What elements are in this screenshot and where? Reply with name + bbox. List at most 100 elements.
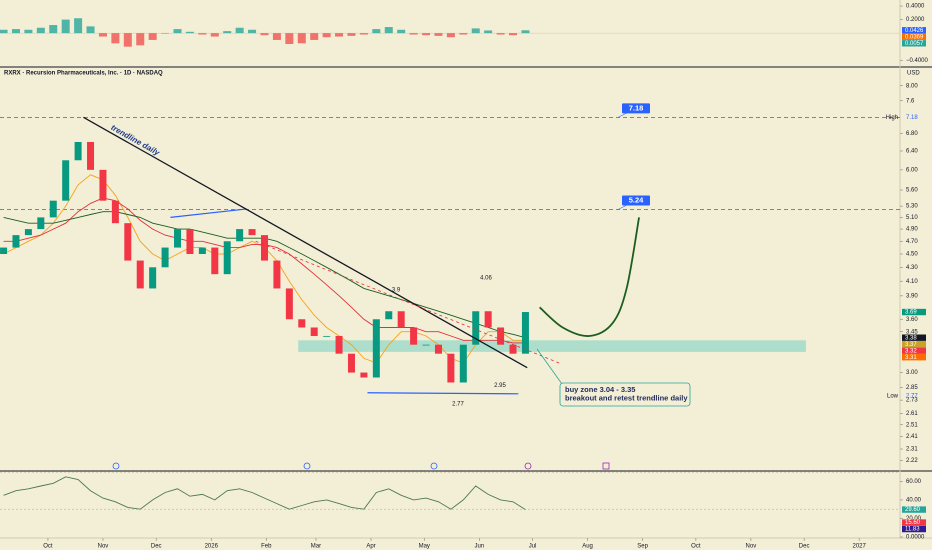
candle-body (497, 327, 505, 345)
price-tag (902, 506, 926, 513)
callout-box (559, 382, 691, 407)
x-tick-label: Nov (746, 544, 757, 550)
price-tag (902, 308, 926, 316)
x-tick-label: Jul (529, 544, 537, 550)
price-tag-label: 3.31 (905, 355, 917, 361)
histogram-bar (49, 25, 58, 34)
candle-body (521, 312, 529, 354)
event-marker[interactable] (112, 462, 120, 470)
currency: USD (907, 71, 920, 77)
y-tick-label: 2.41 (906, 434, 918, 440)
histogram-bar (446, 33, 455, 38)
symbol-title: RXRX · Recursion Pharmaceuticals, Inc. ·… (4, 71, 163, 77)
histogram-bar (0, 29, 8, 34)
histogram-bar (459, 33, 468, 35)
price-tag-label: 3.37 (905, 342, 917, 348)
level-tag (622, 195, 650, 206)
candle-body (372, 319, 380, 378)
histogram-bar (223, 31, 232, 34)
event-marker[interactable] (524, 462, 532, 470)
price-tag (902, 40, 926, 47)
price-annotation: 2.95 (494, 383, 506, 389)
x-tick-label: Aug (582, 544, 593, 550)
x-tick-label: Mar (311, 544, 321, 550)
x-tick-label: Apr (366, 544, 375, 550)
histogram-bar (173, 29, 182, 34)
y-tick-label: 2.31 (906, 447, 918, 453)
candle-body (136, 260, 144, 289)
candle-body (347, 353, 355, 373)
histogram-bar (509, 33, 518, 36)
candle-body (174, 229, 182, 248)
projection-path (539, 217, 640, 337)
y-tick-label: 5.60 (906, 188, 918, 194)
histogram-bar (235, 27, 244, 34)
price-tag-label: 29.60 (905, 507, 921, 513)
histogram-bar (11, 29, 20, 34)
x-tick-label: Nov (98, 544, 109, 550)
histogram-bar (123, 33, 132, 47)
candle-body (509, 344, 517, 354)
drawn-segment (170, 208, 247, 218)
y-tick-label: 3.60 (906, 317, 918, 323)
level-tag-label: 5.24 (629, 195, 644, 204)
histogram-bar (359, 33, 368, 35)
candle-body (111, 200, 119, 224)
histogram-bar (335, 33, 344, 37)
event-marker[interactable] (602, 462, 610, 470)
trendline (83, 116, 528, 369)
candle-body (472, 311, 480, 345)
y-tick-label: 4.70 (906, 239, 918, 245)
y-tick-label: 0.0000 (906, 535, 925, 541)
histogram-bar (471, 28, 480, 34)
low-label: Low (887, 393, 899, 399)
x-tick-label: Oct (691, 544, 701, 550)
candle-body (37, 217, 45, 230)
y-tick-label: 4.30 (906, 265, 918, 271)
candle-body (74, 141, 82, 161)
y-tick-label: 20.00 (906, 516, 922, 522)
candle-body (260, 235, 268, 261)
x-tick-label: May (419, 544, 430, 550)
price-tag-label: 0.0369 (905, 34, 924, 40)
candle-body (149, 267, 157, 289)
y-tick-label: 3.45 (906, 329, 918, 335)
histogram-bar (384, 27, 393, 34)
histogram-bar (496, 33, 505, 35)
level-tag-label: 7.18 (629, 103, 644, 112)
histogram-bar (397, 29, 406, 34)
event-marker[interactable] (430, 462, 438, 470)
histogram-bar (285, 33, 294, 44)
y-tick-label: 2.51 (906, 422, 918, 428)
candle-body (24, 229, 32, 236)
price-annotation: 3.9 (392, 287, 401, 293)
y-tick-label: 0.4000 (906, 4, 925, 10)
y-tick-label: 2.85 (906, 385, 918, 391)
price-tag-label: 11.83 (905, 527, 920, 533)
histogram-bar (272, 33, 281, 40)
x-tick-label: Dec (151, 544, 162, 550)
x-tick-label: Jun (474, 544, 484, 550)
high-value: 7.18 (906, 115, 918, 121)
high-label: High (886, 115, 898, 121)
y-tick-label: 5.30 (906, 204, 918, 210)
histogram-bar (260, 33, 269, 36)
y-tick-label: 2.73 (906, 398, 918, 404)
callout-leader (536, 348, 563, 385)
trendline (255, 240, 560, 364)
y-tick-label: 3.90 (906, 293, 918, 299)
candle-body (310, 327, 318, 336)
histogram-bar (210, 33, 219, 37)
histogram-bar (434, 33, 443, 36)
event-marker[interactable] (303, 462, 311, 470)
candle-body (99, 169, 107, 201)
candle-body (335, 335, 343, 354)
candle-body (397, 311, 405, 328)
y-tick-label: 8.00 (906, 83, 918, 89)
callout-text: buy zone 3.04 - 3.35 (565, 385, 635, 394)
candle-body (447, 353, 455, 383)
candle-body (323, 335, 331, 337)
candle-body (124, 223, 132, 261)
candle-body (49, 200, 57, 218)
candle-body (12, 235, 20, 248)
